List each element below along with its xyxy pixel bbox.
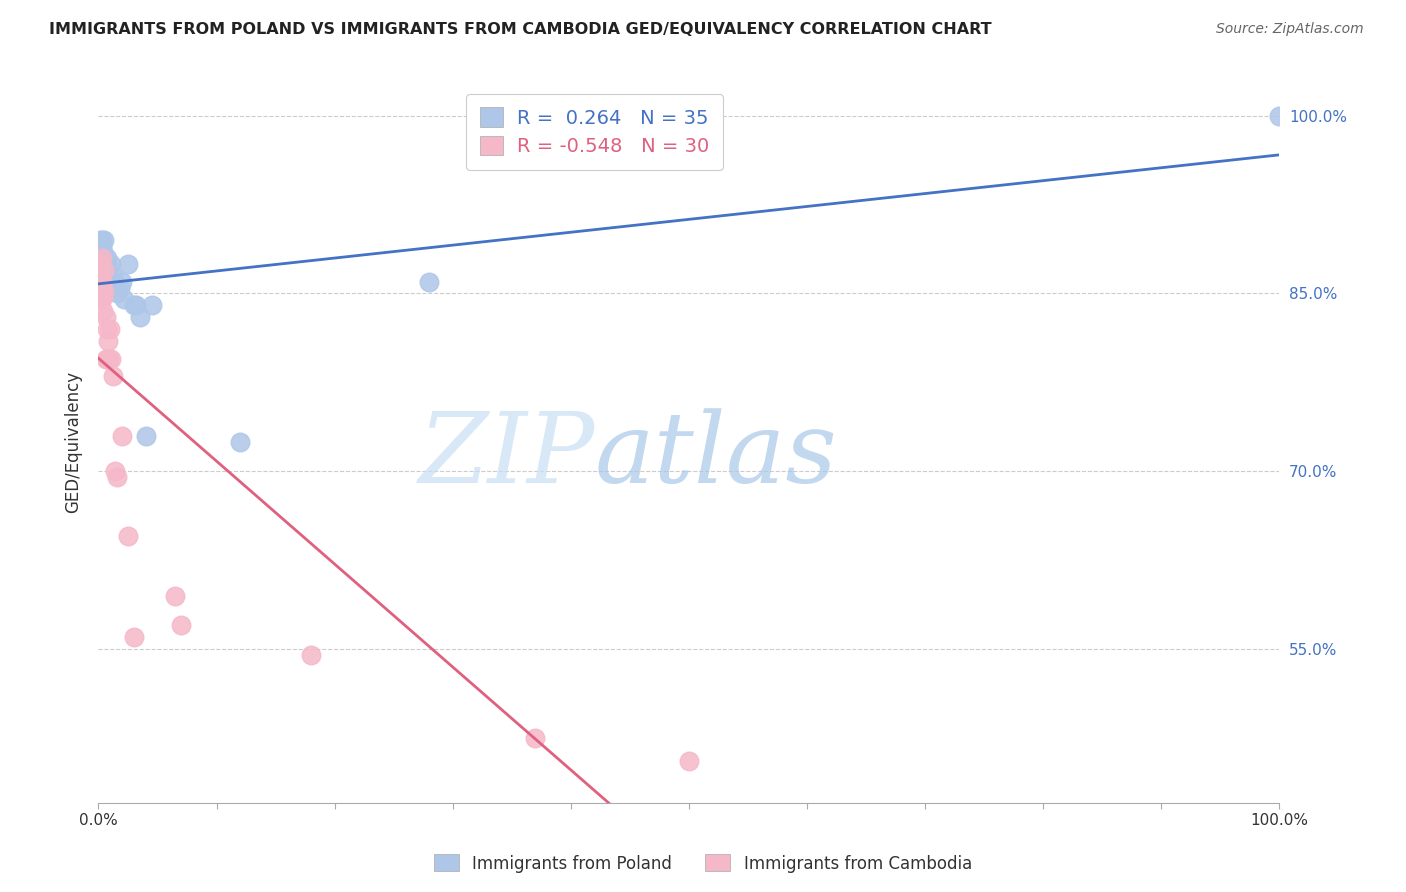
- Point: [100, 351, 122, 366]
- Point: [98, 351, 121, 366]
- Point: [91, 251, 114, 265]
- Point: [117, 529, 139, 543]
- Point: [91, 245, 114, 260]
- Point: [112, 293, 135, 307]
- Point: [90, 268, 112, 283]
- Point: [524, 731, 547, 745]
- Point: [96, 257, 118, 271]
- Point: [93, 253, 115, 268]
- Point: [89, 280, 111, 294]
- Point: [101, 369, 124, 384]
- Point: [89, 257, 111, 271]
- Point: [91, 233, 114, 247]
- Point: [97, 334, 120, 348]
- Point: [418, 275, 440, 289]
- Point: [678, 755, 700, 769]
- Point: [93, 233, 115, 247]
- Legend: R =  0.264   N = 35, R = -0.548   N = 30: R = 0.264 N = 35, R = -0.548 N = 30: [467, 94, 723, 169]
- Text: Source: ZipAtlas.com: Source: ZipAtlas.com: [1216, 22, 1364, 37]
- Point: [91, 262, 114, 277]
- Point: [93, 286, 115, 301]
- Point: [122, 298, 145, 312]
- Point: [1268, 109, 1291, 123]
- Point: [94, 310, 117, 325]
- Point: [93, 262, 115, 277]
- Point: [122, 630, 145, 644]
- Point: [96, 351, 118, 366]
- Point: [117, 257, 139, 271]
- Point: [101, 268, 124, 283]
- Point: [89, 233, 111, 247]
- Point: [135, 428, 157, 442]
- Point: [97, 262, 120, 277]
- Point: [91, 251, 114, 265]
- Point: [96, 251, 118, 265]
- Point: [103, 275, 125, 289]
- Point: [94, 257, 117, 271]
- Point: [91, 304, 114, 318]
- Text: ZIP: ZIP: [418, 409, 595, 504]
- Point: [111, 428, 134, 442]
- Point: [94, 351, 117, 366]
- Text: IMMIGRANTS FROM POLAND VS IMMIGRANTS FROM CAMBODIA GED/EQUIVALENCY CORRELATION C: IMMIGRANTS FROM POLAND VS IMMIGRANTS FRO…: [49, 22, 991, 37]
- Point: [104, 280, 127, 294]
- Point: [94, 268, 117, 283]
- Point: [100, 257, 122, 271]
- Point: [90, 293, 112, 307]
- Point: [125, 298, 148, 312]
- Point: [111, 275, 134, 289]
- Point: [98, 268, 121, 283]
- Text: atlas: atlas: [595, 409, 837, 504]
- Point: [91, 293, 114, 307]
- Point: [90, 239, 112, 253]
- Point: [91, 275, 114, 289]
- Point: [98, 322, 121, 336]
- Point: [105, 470, 128, 484]
- Point: [299, 648, 322, 662]
- Point: [91, 239, 114, 253]
- Point: [229, 434, 252, 449]
- Point: [91, 257, 114, 271]
- Y-axis label: GED/Equivalency: GED/Equivalency: [63, 370, 82, 513]
- Point: [141, 298, 163, 312]
- Point: [165, 589, 187, 603]
- Point: [96, 322, 118, 336]
- Point: [128, 310, 150, 325]
- Point: [104, 464, 127, 478]
- Legend: Immigrants from Poland, Immigrants from Cambodia: Immigrants from Poland, Immigrants from …: [427, 847, 979, 880]
- Point: [108, 280, 131, 294]
- Point: [90, 245, 112, 260]
- Point: [91, 280, 114, 294]
- Point: [105, 286, 128, 301]
- Point: [170, 618, 193, 632]
- Point: [98, 275, 121, 289]
